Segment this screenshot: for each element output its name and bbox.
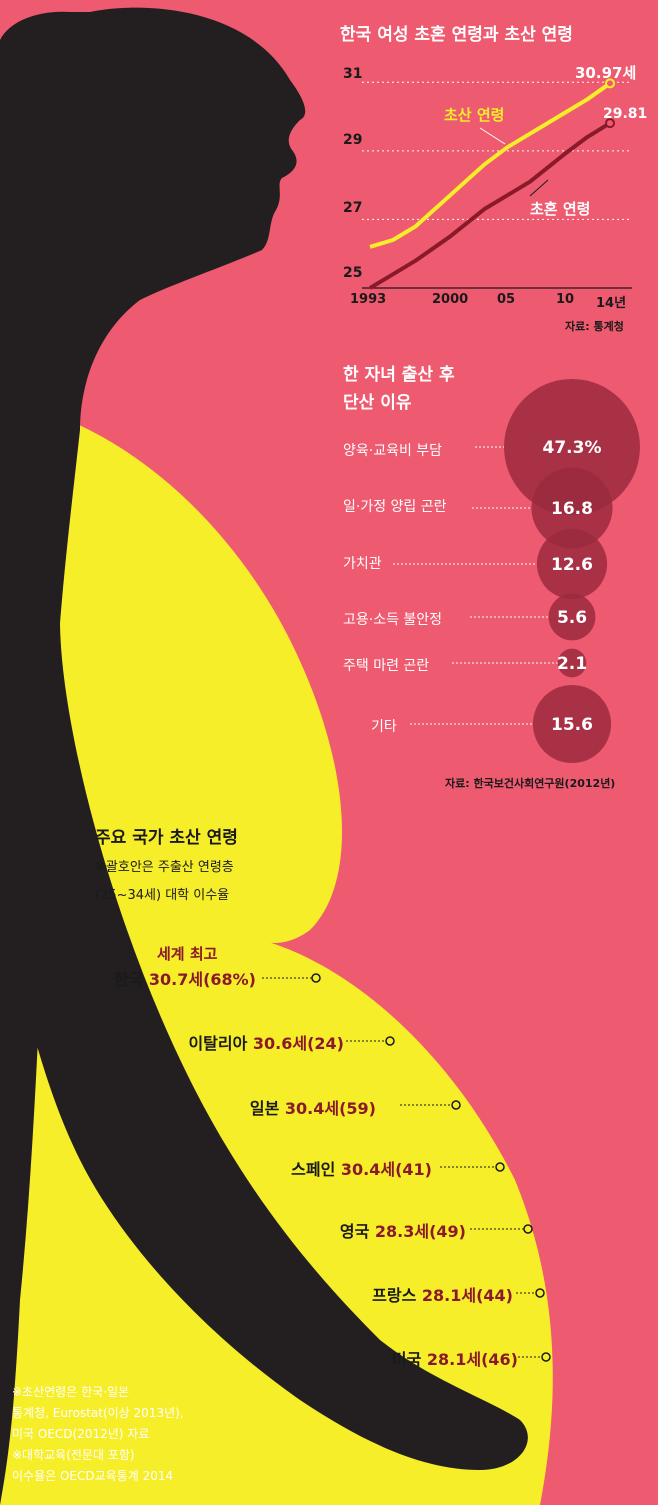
end-point-marker [605, 78, 615, 89]
bubble [531, 467, 613, 549]
bubble-category-label: 가치관 [343, 556, 382, 572]
world-highest-annotation: 세계 최고 [157, 945, 218, 963]
country-row: 미국 28.1세(46) [392, 1346, 518, 1370]
line-chart-y-tick: 27 [343, 200, 363, 216]
arm-silhouette [0, 420, 528, 1470]
country-value: 30.6세(24) [252, 1034, 344, 1053]
bubble-value-label: 15.6 [551, 715, 593, 735]
country-name: 스페인 [291, 1160, 336, 1179]
bubble [532, 684, 612, 764]
bubble-chart-title-line2: 단산 이유 [343, 393, 412, 413]
head-silhouette [0, 7, 306, 1505]
bubble-chart-source: 자료: 한국보건사회연구원(2012년) [445, 777, 616, 790]
country-name: 한국 [113, 970, 144, 989]
country-value: 28.3세(49) [374, 1222, 466, 1241]
bubble-value-label: 2.1 [557, 654, 587, 674]
dot-chart-title: 주요 국가 초산 연령 [95, 828, 238, 848]
country-dot [535, 1288, 545, 1298]
country-row: 한국 30.7세(68%) [114, 966, 256, 990]
country-dot [495, 1162, 505, 1172]
country-name: 미국 [391, 1350, 422, 1369]
country-value: 28.1세(44) [421, 1286, 513, 1305]
bubble [557, 648, 587, 678]
footnote-line: 이수율은 OECD교육통계 2014 [12, 1469, 174, 1483]
bubble-chart-title-line1: 한 자녀 출산 후 [343, 365, 455, 385]
country-name: 영국 [339, 1222, 370, 1241]
first-marriage-line [368, 121, 612, 290]
country-row: 일본 30.4세(59) [250, 1095, 376, 1119]
country-value: 30.7세(68%) [148, 970, 256, 989]
footnote-line: 통계청, Eurostat(이상 2013년), [12, 1406, 184, 1420]
bubble-category-label: 기타 [371, 719, 397, 735]
line-chart-x-tick: 2000 [432, 292, 469, 307]
footnote-line: ※초산연령은 한국·일본 [12, 1385, 130, 1399]
line-chart-x-tick: 05 [497, 292, 516, 307]
country-value: 30.4세(59) [284, 1099, 376, 1118]
first-birth-line [369, 81, 612, 249]
line-chart-x-tick: 14년 [596, 296, 627, 311]
line-chart-y-tick: 29 [343, 132, 363, 148]
first-birth-series-label: 초산 연령 [444, 106, 505, 124]
country-row: 프랑스 28.1세(44) [372, 1282, 513, 1306]
bubble-value-label: 12.6 [551, 555, 593, 575]
bubble-category-label: 일·가정 양립 곤란 [343, 499, 447, 515]
bubble-value-label: 5.6 [557, 608, 587, 628]
country-name: 일본 [249, 1099, 280, 1118]
country-value: 30.4세(41) [340, 1160, 432, 1179]
first-birth-leader-line [479, 127, 506, 145]
end-point-marker [605, 118, 615, 129]
country-dot [451, 1100, 461, 1110]
bubble-category-label: 양육·교육비 부담 [343, 443, 443, 459]
first-marriage-leader-line [529, 179, 549, 197]
country-row: 이탈리아 30.6세(24) [188, 1030, 344, 1054]
country-name: 프랑스 [372, 1286, 417, 1305]
bubble-value-label: 16.8 [551, 499, 593, 519]
dot-chart-subtitle-line2: (25~34세) 대학 이수율 [95, 888, 230, 903]
country-name: 이탈리아 [188, 1034, 248, 1053]
bubble [536, 528, 608, 600]
first-marriage-end-label: 29.81 [603, 106, 648, 122]
country-dot [311, 973, 321, 983]
bubble [504, 379, 640, 515]
bubble-category-label: 주택 마련 곤란 [343, 658, 430, 674]
dot-chart-subtitle-line1: ※괄호안은 주출산 연령층 [95, 860, 234, 875]
country-row: 영국 28.3세(49) [340, 1218, 466, 1242]
bubble-category-label: 고용·소득 불안정 [343, 612, 443, 628]
bubble-value-label: 47.3% [543, 438, 602, 458]
footnote-line: 미국 OECD(2012년) 자료 [12, 1427, 150, 1441]
line-chart-y-tick: 25 [343, 265, 363, 281]
first-birth-end-label: 30.97세 [575, 64, 637, 82]
line-chart-title: 한국 여성 초혼 연령과 초산 연령 [340, 25, 573, 45]
line-chart-y-tick: 31 [343, 66, 363, 82]
hair-bun [0, 28, 85, 92]
country-row: 스페인 30.4세(41) [291, 1156, 432, 1180]
first-marriage-series-label: 초혼 연령 [530, 200, 591, 218]
line-chart-x-tick: 1993 [350, 292, 387, 307]
line-chart-source: 자료: 통계청 [565, 320, 624, 333]
footnote-line: ※대학교육(전문대 포함) [12, 1448, 135, 1462]
country-dot [541, 1352, 551, 1362]
bubble [548, 593, 596, 641]
country-dot [385, 1036, 395, 1046]
dot-chart [262, 973, 551, 1362]
bubble-chart: 47.3% 16.8 12.6 5.6 2.1 15.6 [393, 379, 640, 764]
country-value: 28.1세(46) [426, 1350, 518, 1369]
line-chart [362, 78, 632, 290]
line-chart-x-tick: 10 [556, 292, 575, 307]
country-dot [523, 1224, 533, 1234]
